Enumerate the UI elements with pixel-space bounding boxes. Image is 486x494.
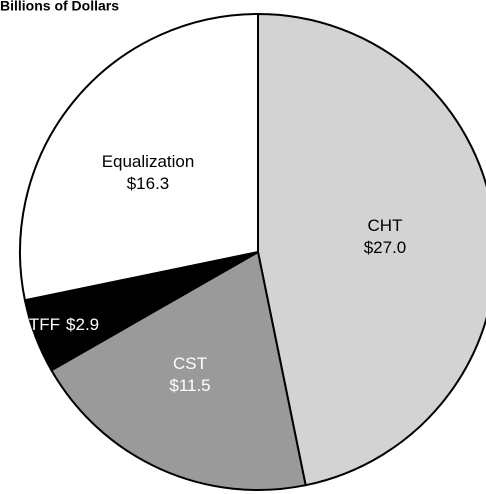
slice-label: CHT $27.0 xyxy=(364,216,407,257)
pie-slice xyxy=(257,12,486,487)
chart-title: Billions of Dollars xyxy=(0,0,119,14)
category-label: CST xyxy=(173,354,207,373)
value-label: $27.0 xyxy=(364,238,407,257)
category-label: TFF xyxy=(29,315,60,334)
pie-slice xyxy=(50,250,307,491)
category-label: Equalization xyxy=(102,152,195,171)
pie-slice xyxy=(19,12,259,302)
value-label: $2.9 xyxy=(66,315,99,334)
slice-label: Equalization $16.3 xyxy=(102,152,195,193)
value-label: $16.3 xyxy=(127,174,170,193)
slice-label: TFF $2.9 xyxy=(29,315,99,334)
category-label: CHT xyxy=(368,216,403,235)
value-label: $11.5 xyxy=(169,376,210,395)
slice-label: CST $11.5 xyxy=(169,354,210,395)
